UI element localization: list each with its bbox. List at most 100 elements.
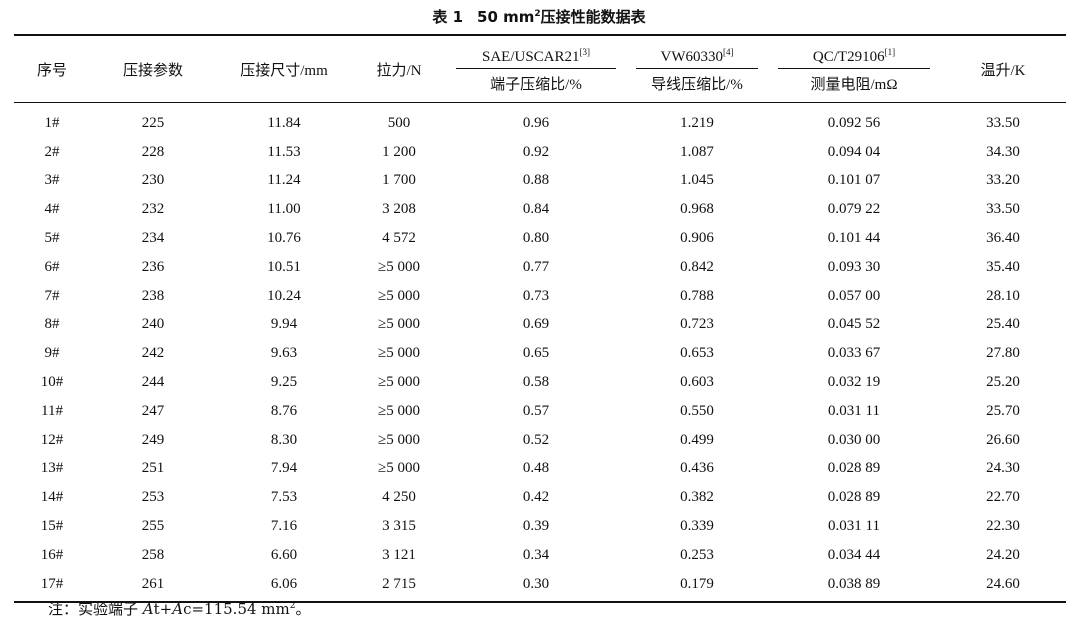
header-no: 序号 [14, 34, 90, 103]
cell-sae: 0.39 [522, 518, 550, 535]
cell-no: 7# [44, 287, 60, 304]
cell-crimp-size: 11.00 [267, 201, 301, 218]
note-prefix: 注：实验端子 [48, 600, 143, 618]
cell-crimp-size: 10.76 [267, 230, 301, 247]
note-a2: A [172, 600, 184, 618]
cell-crimp-size: 7.94 [270, 460, 298, 477]
cell-tension: 3 315 [382, 518, 416, 535]
cell-temp: 24.20 [986, 546, 1020, 563]
header-vw-name: VW60330 [660, 49, 724, 65]
cell-qc: 0.031 11 [828, 518, 880, 535]
cell-qc: 0.038 89 [768, 569, 940, 603]
cell-qc: 0.032 19 [827, 374, 881, 391]
header-vw-sub: 导线压缩比/% [651, 77, 743, 93]
cell-vw: 0.253 [680, 546, 714, 563]
cell-vw: 0.653 [680, 345, 714, 362]
cell-sae: 0.69 [522, 316, 550, 333]
cell-vw: 0.968 [680, 201, 714, 218]
header-sae-ref: [3] [579, 47, 591, 57]
cell-temp: 22.70 [986, 489, 1020, 506]
cell-vw: 0.436 [680, 460, 714, 477]
cell-tension: ≥5 000 [378, 345, 420, 362]
cell-sae: 0.65 [522, 345, 550, 362]
note-sup: 2 [289, 601, 296, 611]
cell-temp: 25.70 [986, 402, 1020, 419]
cell-vw: 1.219 [680, 114, 714, 131]
header-qc: QC/T29106[1] 测量电阻/mΩ [768, 34, 940, 103]
header-tension: 拉力/N [352, 34, 446, 103]
header-vw: VW60330[4] 导线压缩比/% [626, 34, 768, 103]
header-vw-ref: [4] [723, 47, 734, 57]
table-row: 2# 228 11.53 1 200 0.92 1.087 0.094 04 34.30 [14, 138, 1066, 167]
cell-tension: 2 715 [352, 569, 446, 603]
cell-crimp-param: 253 [141, 489, 165, 506]
cell-vw: 1.045 [680, 172, 714, 189]
header-sae-sub: 端子压缩比/% [490, 77, 582, 93]
cell-temp: 34.30 [986, 143, 1020, 160]
cell-sae: 0.80 [522, 230, 550, 247]
cell-qc: 0.028 89 [827, 460, 881, 477]
header-sae: SAE/USCAR21[3] 端子压缩比/% [446, 34, 626, 103]
cell-crimp-size: 9.25 [270, 374, 298, 391]
cell-crimp-param: 258 [141, 546, 165, 563]
table-body: 1# 225 11.84 500 0.96 1.219 0.092 56 33.50 2# 228… [14, 103, 1066, 603]
cell-no: 10# [40, 374, 64, 391]
cell-qc: 0.030 00 [827, 431, 881, 448]
cell-vw: 0.842 [680, 258, 714, 275]
cell-crimp-size: 10.24 [267, 287, 301, 304]
cell-sae: 0.58 [522, 374, 550, 391]
cell-vw: 0.499 [680, 431, 714, 448]
cell-crimp-size: 7.53 [270, 489, 298, 506]
cell-tension: ≥5 000 [378, 431, 420, 448]
cell-crimp-size: 9.94 [270, 316, 298, 333]
cell-vw: 0.723 [680, 316, 714, 333]
cell-no: 1# [44, 114, 60, 131]
cell-sae: 0.84 [522, 201, 550, 218]
cell-tension: 1 700 [382, 172, 416, 189]
cell-vw: 0.179 [626, 569, 768, 603]
cell-sae: 0.96 [522, 114, 550, 131]
cell-temp: 33.20 [986, 172, 1020, 189]
cell-crimp-param: 236 [141, 258, 165, 275]
cell-no: 15# [40, 518, 64, 535]
note-end: 。 [295, 600, 311, 618]
cell-no: 3# [44, 172, 60, 189]
cell-sae: 0.77 [522, 258, 550, 275]
cell-crimp-param: 244 [141, 374, 165, 391]
header-qc-name: QC/T29106 [812, 49, 885, 65]
header-crimp-param: 压接参数 [90, 34, 216, 103]
cell-temp: 25.20 [986, 374, 1020, 391]
cell-tension: ≥5 000 [378, 258, 420, 275]
cell-crimp-size: 11.53 [267, 143, 301, 160]
cell-tension: 3 121 [382, 546, 416, 563]
table-row: 7# 238 10.24 ≥5 000 0.73 0.788 0.057 00 28.10 [14, 282, 1066, 311]
cell-no: 12# [40, 431, 64, 448]
table-row: 16# 258 6.60 3 121 0.34 0.253 0.034 44 24.20 [14, 541, 1066, 570]
cell-sae: 0.57 [522, 402, 550, 419]
cell-tension: ≥5 000 [378, 402, 420, 419]
cell-temp: 25.40 [986, 316, 1020, 333]
table-row: 10# 244 9.25 ≥5 000 0.58 0.603 0.032 19 25.20 [14, 368, 1066, 397]
cell-sae: 0.73 [522, 287, 550, 304]
cell-no: 17# [14, 569, 90, 603]
cell-crimp-param: 238 [141, 287, 165, 304]
cell-sae: 0.52 [522, 431, 550, 448]
cell-qc: 0.092 56 [827, 114, 881, 131]
cell-vw: 0.603 [680, 374, 714, 391]
note-a1: A [142, 600, 154, 618]
note-t: t+ [153, 600, 173, 618]
cell-sae: 0.34 [522, 546, 550, 563]
cell-tension: ≥5 000 [378, 287, 420, 304]
table-row: 5# 234 10.76 4 572 0.80 0.906 0.101 44 36.40 [14, 224, 1066, 253]
cell-sae: 0.30 [446, 569, 626, 603]
cell-crimp-param: 242 [141, 345, 165, 362]
cell-qc: 0.033 67 [827, 345, 881, 362]
cell-tension: 4 250 [382, 489, 416, 506]
note-rest: c=115.54 mm [183, 600, 290, 618]
cell-temp: 24.30 [986, 460, 1020, 477]
cell-temp: 35.40 [986, 258, 1020, 275]
cell-no: 2# [44, 143, 60, 160]
header-crimp-size: 压接尺寸/mm [216, 34, 352, 103]
cell-crimp-size: 9.63 [270, 345, 298, 362]
